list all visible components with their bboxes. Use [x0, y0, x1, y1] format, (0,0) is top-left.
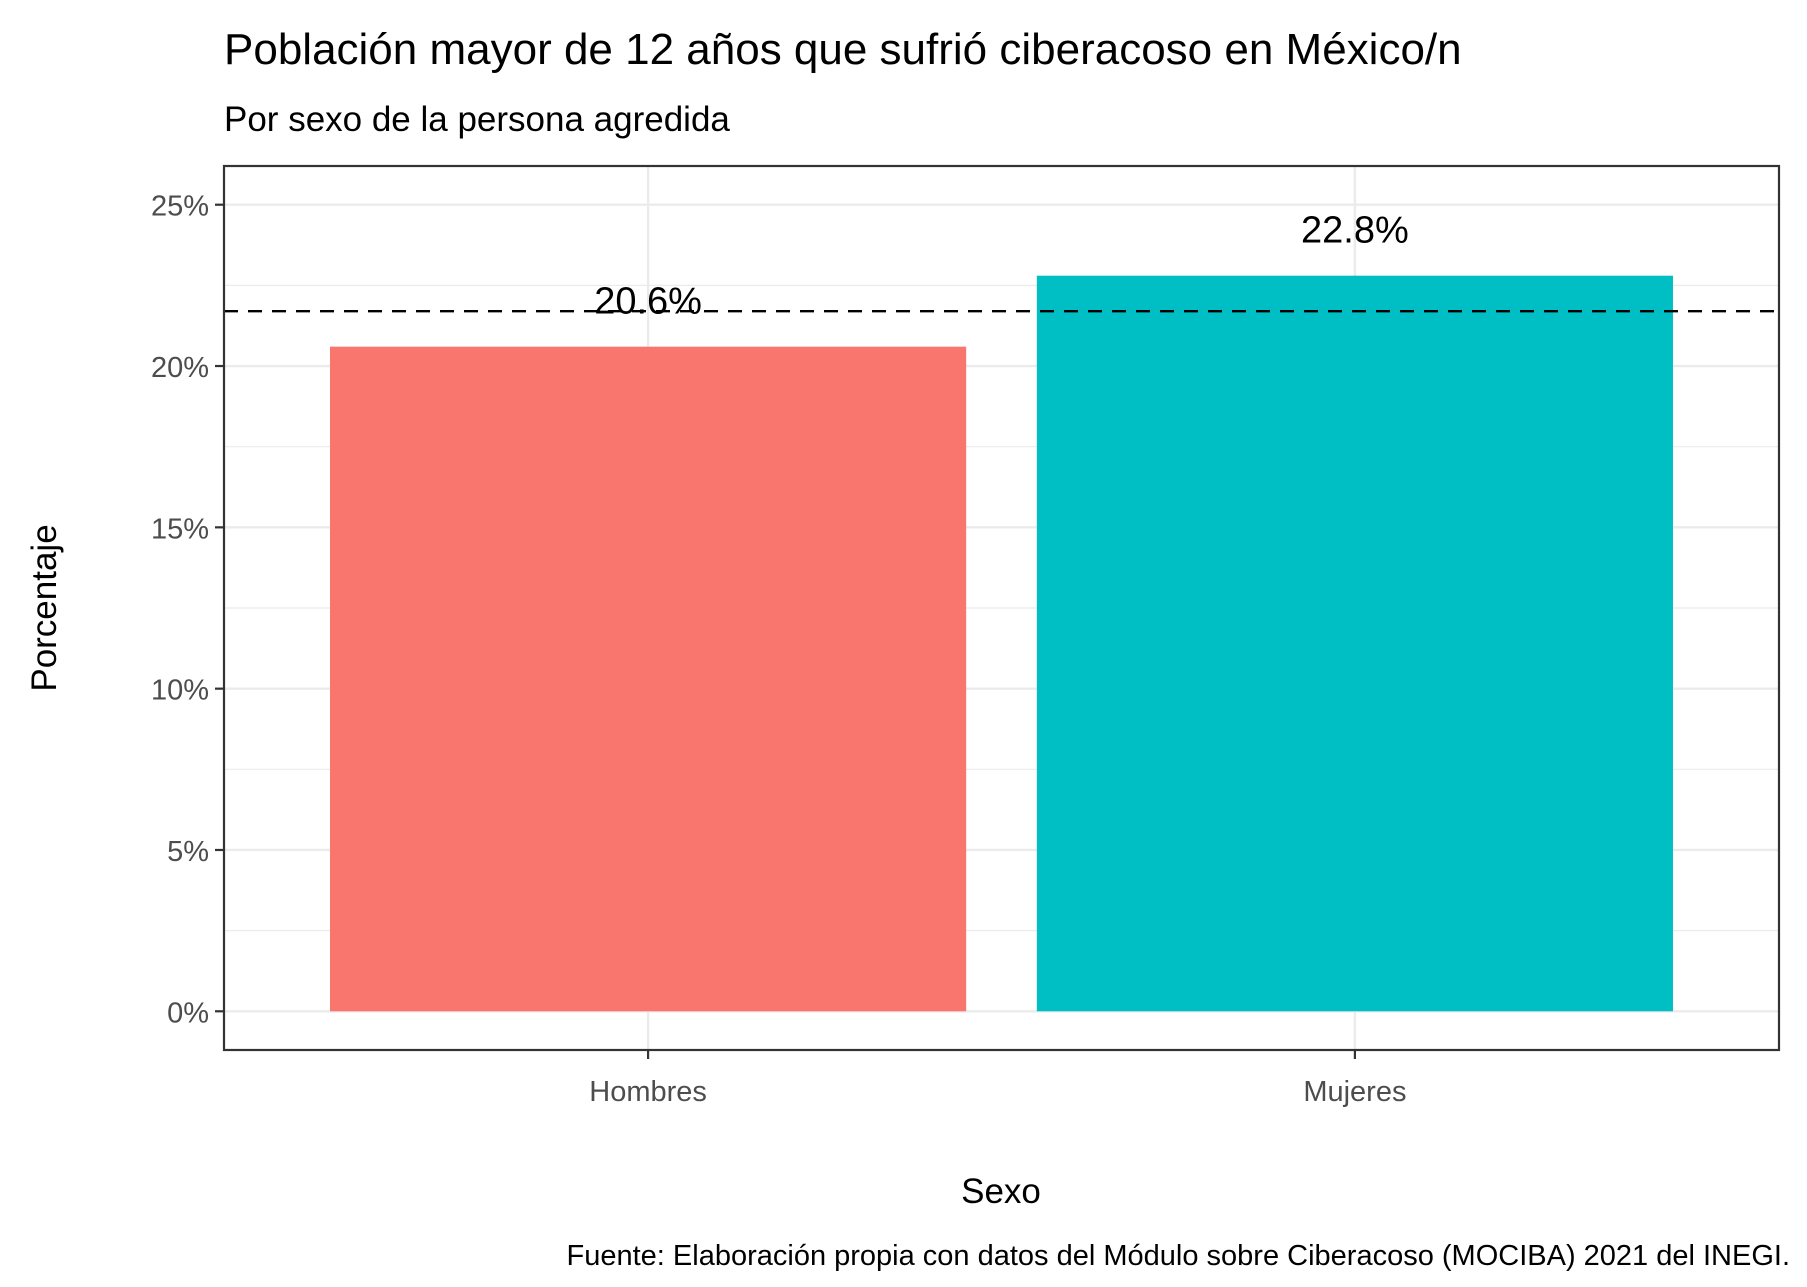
plot-border: [222, 164, 1781, 1052]
bar-value-labels: 20.6% 22.8%: [594, 210, 1409, 323]
bar-value-label: 20.6%: [594, 281, 702, 323]
y-tick-label: 0%: [167, 997, 209, 1029]
x-axis: Hombres Mujeres: [589, 1050, 1406, 1108]
x-tick-label: Mujeres: [1303, 1076, 1406, 1108]
bar-hombres: [330, 346, 967, 1012]
y-axis: 0% 5% 10% 15% 20% 25%: [151, 191, 224, 1029]
bars: [330, 275, 1673, 1012]
x-tick-label: Hombres: [589, 1076, 707, 1108]
chart-title: Población mayor de 12 años que sufrió ci…: [224, 25, 1462, 74]
y-tick-label: 20%: [151, 352, 209, 384]
y-axis-title: Porcentaje: [25, 524, 64, 691]
y-tick-label: 15%: [151, 513, 209, 545]
y-tick-label: 5%: [167, 836, 209, 868]
bar-mujeres: [1036, 275, 1673, 1012]
x-axis-title: Sexo: [961, 1172, 1041, 1211]
chart-caption: Fuente: Elaboración propia con datos del…: [567, 1240, 1790, 1272]
bar-value-label: 22.8%: [1301, 210, 1409, 252]
chart-subtitle: Por sexo de la persona agredida: [224, 100, 730, 139]
y-tick-label: 10%: [151, 675, 209, 707]
y-tick-label: 25%: [151, 191, 209, 223]
